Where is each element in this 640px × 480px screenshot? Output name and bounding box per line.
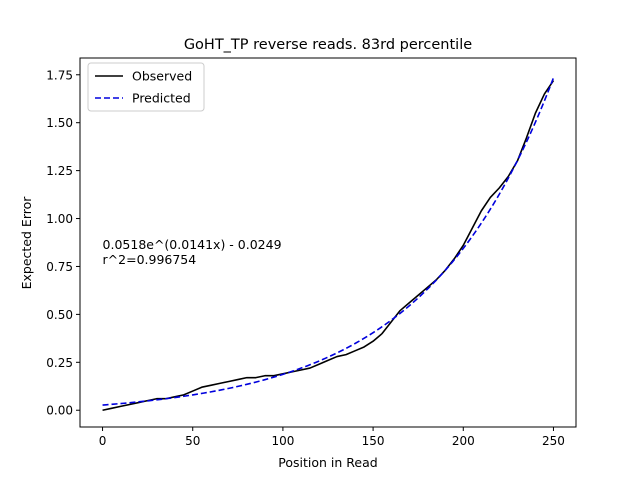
x-axis: 0 50 100 150 200 250 bbox=[99, 427, 565, 448]
x-tick-label: 150 bbox=[362, 434, 385, 448]
y-tick-label: 1.75 bbox=[46, 68, 73, 82]
observed-line bbox=[102, 80, 555, 412]
y-tick-label: 0.75 bbox=[46, 260, 73, 274]
x-tick-label: 0 bbox=[99, 434, 107, 448]
x-tick-label: 50 bbox=[185, 434, 200, 448]
fit-r-squared: r^2=0.996754 bbox=[103, 252, 197, 267]
fit-annotation: 0.0518e^(0.0141x) - 0.0249 r^2=0.996754 bbox=[103, 237, 282, 267]
legend-predicted-label: Predicted bbox=[132, 91, 191, 106]
x-tick-label: 100 bbox=[271, 434, 294, 448]
x-axis-label: Position in Read bbox=[278, 455, 377, 470]
x-tick-label: 200 bbox=[452, 434, 475, 448]
x-tick-label: 250 bbox=[542, 434, 565, 448]
y-tick-label: 0.25 bbox=[46, 356, 73, 370]
y-tick-label: 0.50 bbox=[46, 308, 73, 322]
y-tick-label: 1.50 bbox=[46, 116, 73, 130]
fit-equation: 0.0518e^(0.0141x) - 0.0249 bbox=[103, 237, 282, 252]
plot-area bbox=[79, 57, 577, 428]
y-tick-label: 1.25 bbox=[46, 164, 73, 178]
legend-observed-label: Observed bbox=[132, 69, 192, 84]
legend: Observed Predicted bbox=[87, 62, 205, 112]
legend-box bbox=[87, 62, 205, 112]
y-axis-label: Expected Error bbox=[19, 196, 34, 290]
y-tick-label: 0.00 bbox=[46, 404, 73, 418]
axes-frame bbox=[79, 57, 577, 428]
y-tick-label: 1.00 bbox=[46, 212, 73, 226]
chart-title: GoHT_TP reverse reads. 83rd percentile bbox=[184, 37, 472, 53]
predicted-line bbox=[102, 77, 555, 406]
y-axis: 0.00 0.25 0.50 0.75 1.00 1.25 1.50 1.75 bbox=[46, 68, 80, 418]
